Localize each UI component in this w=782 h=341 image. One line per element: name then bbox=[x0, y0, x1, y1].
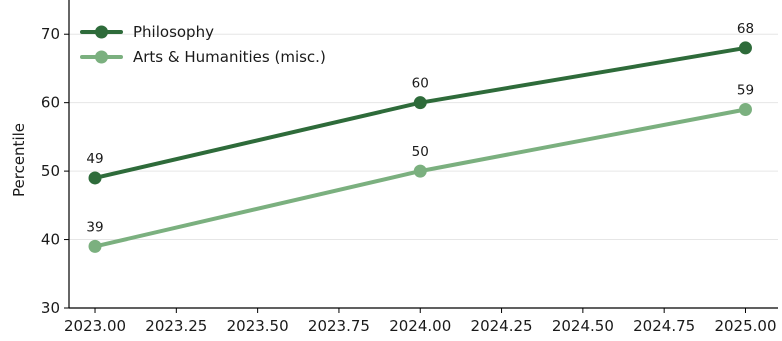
data-labels: 49 60 68 39 50 59 bbox=[86, 21, 754, 235]
x-tick-label-2: 2023.50 bbox=[227, 317, 289, 335]
y-tick-label-3: 60 bbox=[41, 94, 60, 112]
x-tick-label-3: 2023.75 bbox=[308, 317, 370, 335]
legend-marker-0 bbox=[95, 25, 108, 39]
series-1-point-1 bbox=[413, 164, 427, 178]
y-axis-label: Percentile bbox=[10, 123, 28, 197]
y-tick-label-2: 50 bbox=[41, 162, 60, 180]
series-0-data-label-2: 68 bbox=[737, 21, 754, 37]
y-tick-label-1: 40 bbox=[41, 231, 60, 249]
series-0-point-2 bbox=[738, 41, 752, 55]
series-1-point-0 bbox=[88, 239, 102, 253]
x-tick-label-8: 2025.00 bbox=[714, 317, 776, 335]
x-tick-label-6: 2024.50 bbox=[552, 317, 614, 335]
series-1-data-label-2: 59 bbox=[737, 83, 754, 99]
x-tick-label-4: 2024.00 bbox=[389, 317, 451, 335]
y-tick-label-0: 30 bbox=[41, 299, 60, 317]
axes: 30 40 50 60 70 2023.00 2023.25 2023.50 2023.75 20… bbox=[41, 0, 778, 335]
legend-marker-1 bbox=[95, 50, 108, 64]
legend-label-0: Philosophy bbox=[133, 23, 214, 41]
series-1-data-label-1: 50 bbox=[412, 144, 429, 160]
x-tick-label-7: 2024.75 bbox=[633, 317, 695, 335]
series-0-data-label-0: 49 bbox=[86, 151, 103, 167]
series-0-data-label-1: 60 bbox=[412, 76, 429, 92]
x-tick-label-5: 2024.25 bbox=[471, 317, 533, 335]
x-tick-label-0: 2023.00 bbox=[64, 317, 126, 335]
x-tick-label-1: 2023.25 bbox=[145, 317, 207, 335]
series-layer bbox=[88, 41, 752, 253]
legend: Philosophy Arts & Humanities (misc.) bbox=[80, 23, 326, 66]
series-0-point-1 bbox=[413, 96, 427, 110]
legend-label-1: Arts & Humanities (misc.) bbox=[133, 48, 326, 66]
series-1-data-label-0: 39 bbox=[86, 219, 103, 235]
series-line-1 bbox=[93, 107, 748, 249]
series-1-point-2 bbox=[738, 103, 752, 117]
y-tick-label-4: 70 bbox=[41, 25, 60, 43]
series-0-point-0 bbox=[88, 171, 102, 185]
